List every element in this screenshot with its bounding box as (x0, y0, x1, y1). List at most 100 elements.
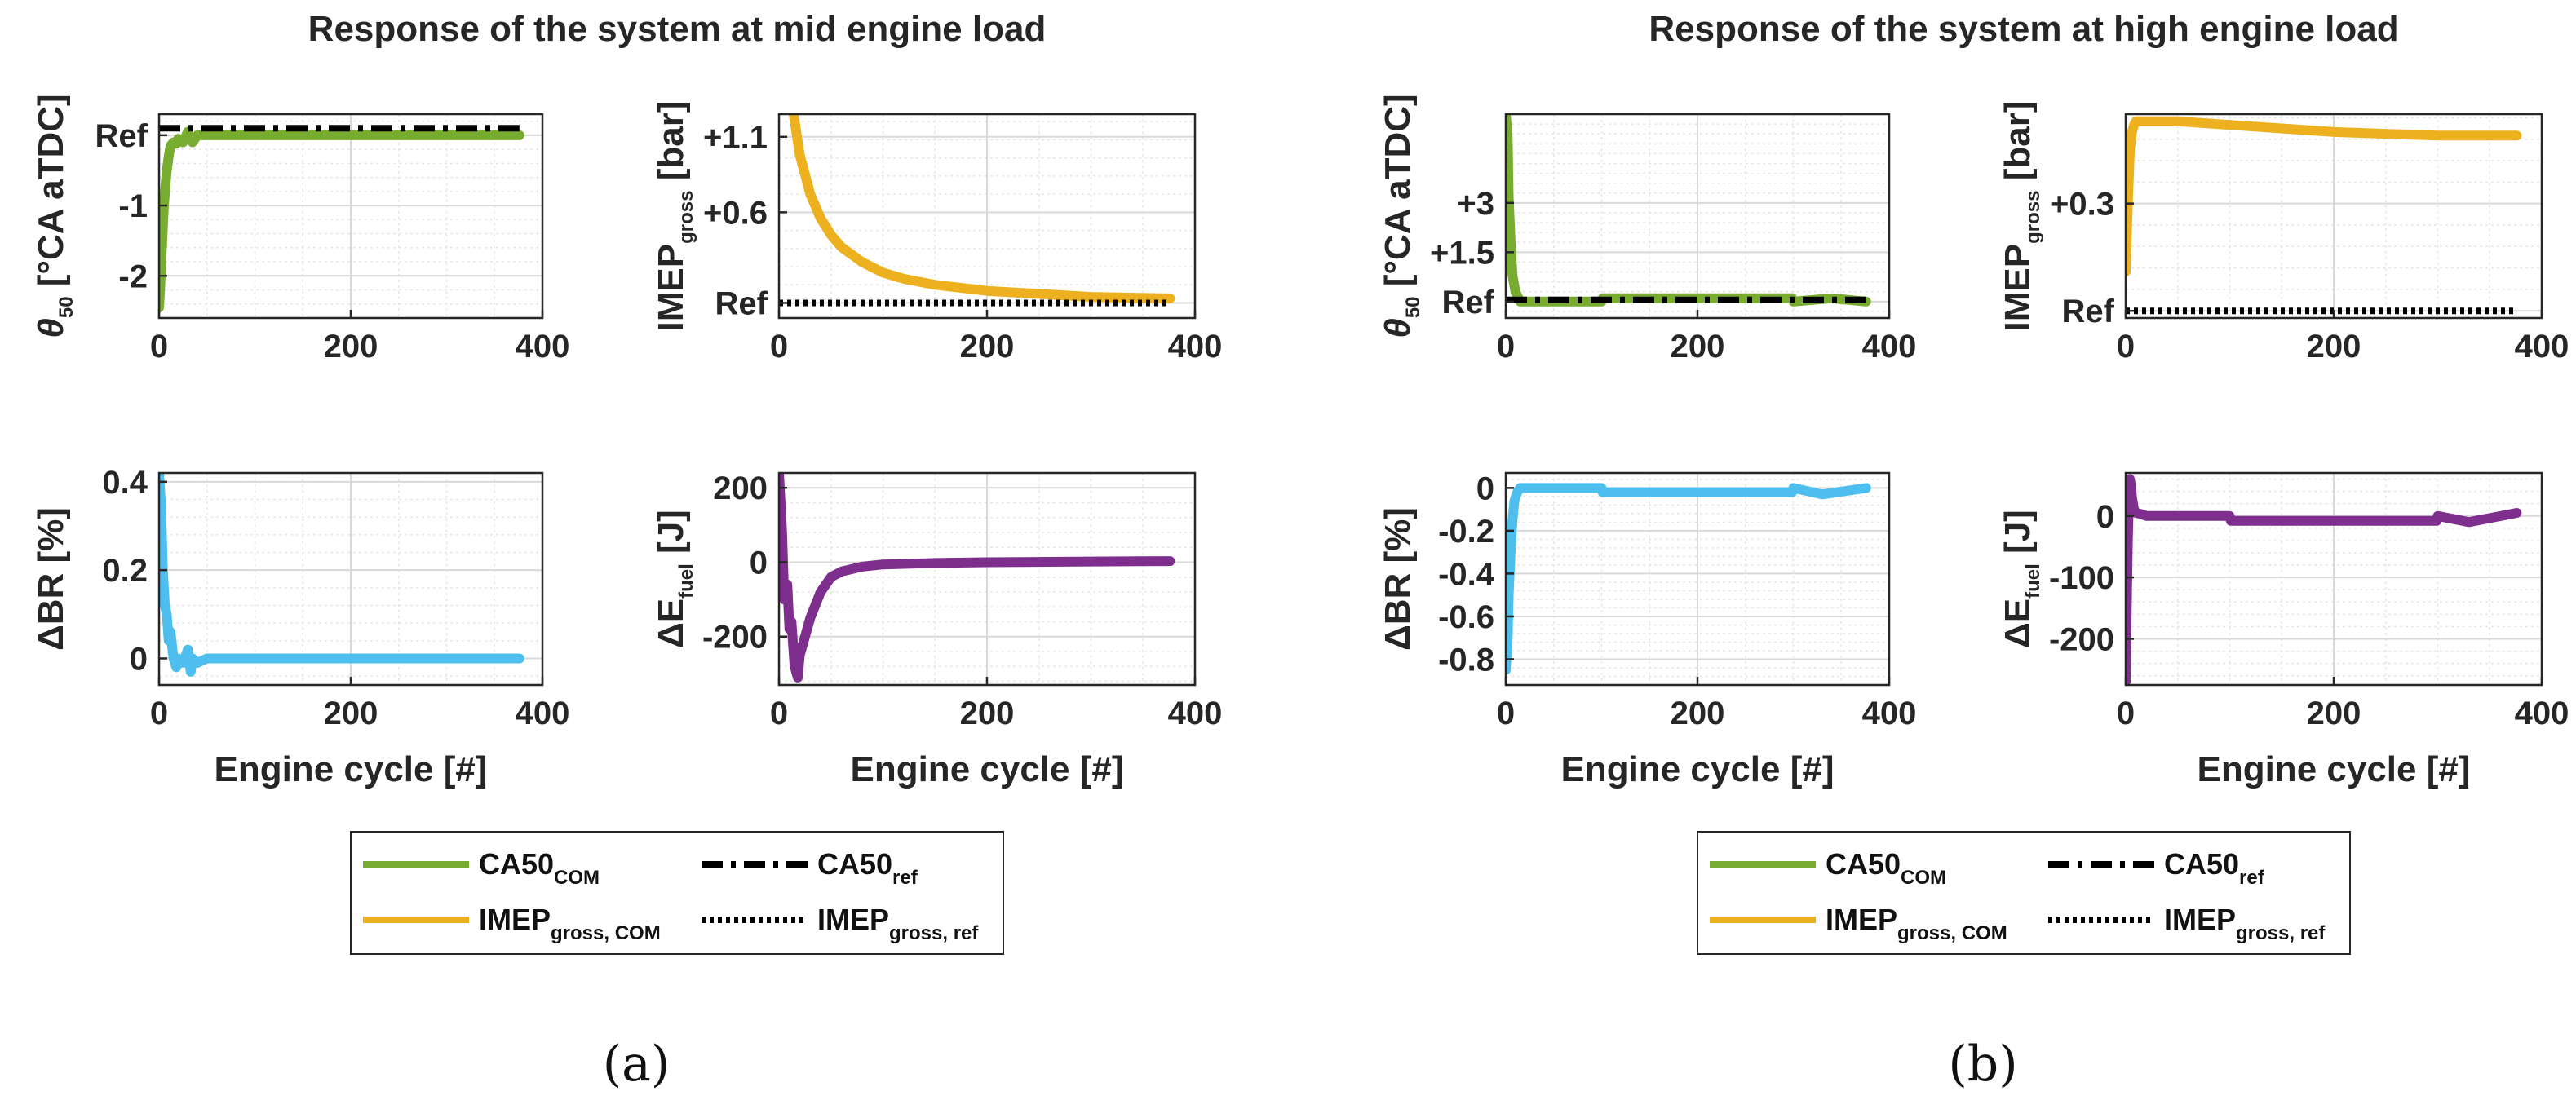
subplot-dbr: 0 200 400 0 0.2 0.4 ΔBR [%] (31, 465, 569, 731)
y-tick-label: -200 (2049, 621, 2114, 657)
x-tick-label: 400 (2515, 696, 2569, 731)
y-tick-label: -0.8 (1438, 642, 1494, 678)
x-tick-label: 200 (1671, 696, 1725, 731)
x-tick-label: 0 (770, 329, 788, 364)
ylabel-dfuel: ΔEfuel [J] (1998, 510, 2044, 648)
legend: CA50COM CA50ref IMEPgross, COM IMEPgross, r… (1697, 831, 2351, 955)
x-tick-label: 200 (960, 696, 1015, 731)
x-tick-label: 0 (1497, 329, 1515, 364)
legend-label: IMEPgross, COM (479, 903, 661, 944)
legend-label: CA50COM (1826, 847, 1946, 889)
x-tick-label: 0 (2117, 329, 2135, 364)
x-tick-label: 400 (1168, 696, 1223, 731)
series-dfuel-com (779, 473, 1175, 683)
x-tick-label: 200 (960, 329, 1015, 364)
x-tick-label: 0 (2117, 696, 2135, 731)
legend-label: CA50ref (2164, 847, 2265, 889)
x-tick-label: 200 (324, 329, 378, 364)
x-axis-label: Engine cycle [#] (1560, 749, 1834, 789)
panel-b-caption: (b) (1948, 1036, 2017, 1093)
x-tick-label: 200 (324, 696, 378, 731)
ylabel-imep: IMEPgross [bar] (651, 101, 697, 332)
series-dbr-com (159, 473, 524, 677)
legend-label: IMEPgross, ref (817, 903, 979, 944)
ylabel-imep: IMEPgross [bar] (1998, 101, 2044, 332)
ylabel-dbr: ΔBR [%] (31, 507, 71, 651)
x-tick-label: 0 (150, 696, 168, 731)
y-tick-label: 200 (713, 470, 768, 506)
series-imep-com (788, 114, 1175, 303)
series-dbr-com (1506, 483, 1871, 675)
x-tick-label: 0 (1497, 696, 1515, 731)
ylabel-theta: θ50 [°CA aTDC] (31, 94, 77, 338)
y-tick-label: Ref (2062, 294, 2115, 329)
x-tick-label: 400 (1862, 696, 1917, 731)
y-tick-label: -2 (118, 258, 148, 294)
y-tick-label: -1 (118, 188, 148, 224)
y-tick-label: 0 (1476, 470, 1494, 506)
subplot-dfuel: 0 200 400 -200 -100 0 ΔEfuel [J] (1998, 471, 2569, 731)
legend-imep-com: IMEPgross, COM (363, 903, 661, 944)
ylabel-dfuel: ΔEfuel [J] (651, 510, 697, 648)
ylabel-theta: θ50 [°CA aTDC] (1378, 94, 1424, 338)
x-axis-label: Engine cycle [#] (214, 749, 487, 789)
y-tick-label: -100 (2049, 560, 2114, 596)
x-tick-label: 200 (2307, 329, 2361, 364)
y-tick-label: -0.4 (1438, 556, 1495, 592)
y-tick-label: 0.2 (102, 553, 148, 589)
legend-box (1697, 831, 2351, 955)
y-tick-label: -200 (702, 620, 768, 656)
y-tick-label: +1.5 (1430, 235, 1494, 271)
y-tick-label: +3 (1457, 186, 1494, 222)
ylabel-dbr: ΔBR [%] (1378, 507, 1418, 651)
legend: CA50COM CA50ref IMEPgross, COM IMEPgross, r… (350, 831, 1004, 955)
x-tick-label: 400 (516, 696, 570, 731)
x-tick-label: 400 (1168, 329, 1223, 364)
y-tick-label: -0.2 (1438, 514, 1494, 550)
legend-imep-ref: IMEPgross, ref (702, 903, 979, 944)
legend-ca50-ref: CA50ref (702, 847, 918, 889)
legend-label: IMEPgross, ref (2164, 903, 2326, 944)
y-tick-label: -0.6 (1438, 599, 1494, 635)
legend-label: CA50COM (479, 847, 600, 889)
y-tick-label: 0 (750, 545, 768, 581)
y-tick-label: 0 (130, 642, 148, 678)
y-tick-label: Ref (1442, 285, 1495, 320)
x-tick-label: 0 (150, 329, 168, 364)
y-tick-label: +0.3 (2050, 187, 2114, 223)
y-tick-label: Ref (715, 285, 768, 321)
x-tick-label: 400 (1862, 329, 1917, 364)
y-tick-label: +0.6 (703, 195, 768, 231)
x-tick-label: 200 (1671, 329, 1725, 364)
legend-imep-ref: IMEPgross, ref (2048, 903, 2326, 944)
x-axis-label: Engine cycle [#] (850, 749, 1123, 789)
panel-a-title: Response of the system at mid engine loa… (308, 9, 1047, 49)
legend-ca50-com: CA50COM (363, 847, 600, 889)
x-tick-label: 400 (2515, 329, 2569, 364)
panel-b-title: Response of the system at high engine lo… (1649, 9, 2398, 49)
legend-label: CA50ref (817, 847, 918, 889)
y-tick-label: +1.1 (703, 120, 768, 156)
panels: Response of the system at mid engine loa… (31, 9, 2569, 1093)
x-tick-label: 400 (516, 329, 570, 364)
x-tick-label: 0 (770, 696, 788, 731)
panel-a-caption: (a) (603, 1036, 671, 1093)
legend-label: IMEPgross, COM (1826, 903, 2007, 944)
x-tick-label: 200 (2307, 696, 2361, 731)
x-axis-label: Engine cycle [#] (2197, 749, 2470, 789)
legend-box (350, 831, 1004, 955)
legend-ca50-com: CA50COM (1710, 847, 1946, 889)
subplot-theta: 0 200 400 -2 -1 Ref θ50 [°CA aTDC] (31, 94, 569, 364)
subplot-theta: 0 200 400 Ref +1.5 +3 θ50 [°CA aTDC] (1378, 94, 1916, 364)
legend-imep-com: IMEPgross, COM (1710, 903, 2007, 944)
y-tick-label: Ref (95, 118, 148, 154)
series-imep-com (2126, 116, 2522, 276)
y-tick-label: 0 (2096, 499, 2114, 535)
y-tick-label: 0.4 (102, 465, 148, 501)
subplot-dfuel: 0 200 400 -200 0 200 ΔEfuel [J] (651, 470, 1222, 731)
series-dfuel-com (2126, 474, 2522, 685)
legend-ca50-ref: CA50ref (2048, 847, 2265, 889)
